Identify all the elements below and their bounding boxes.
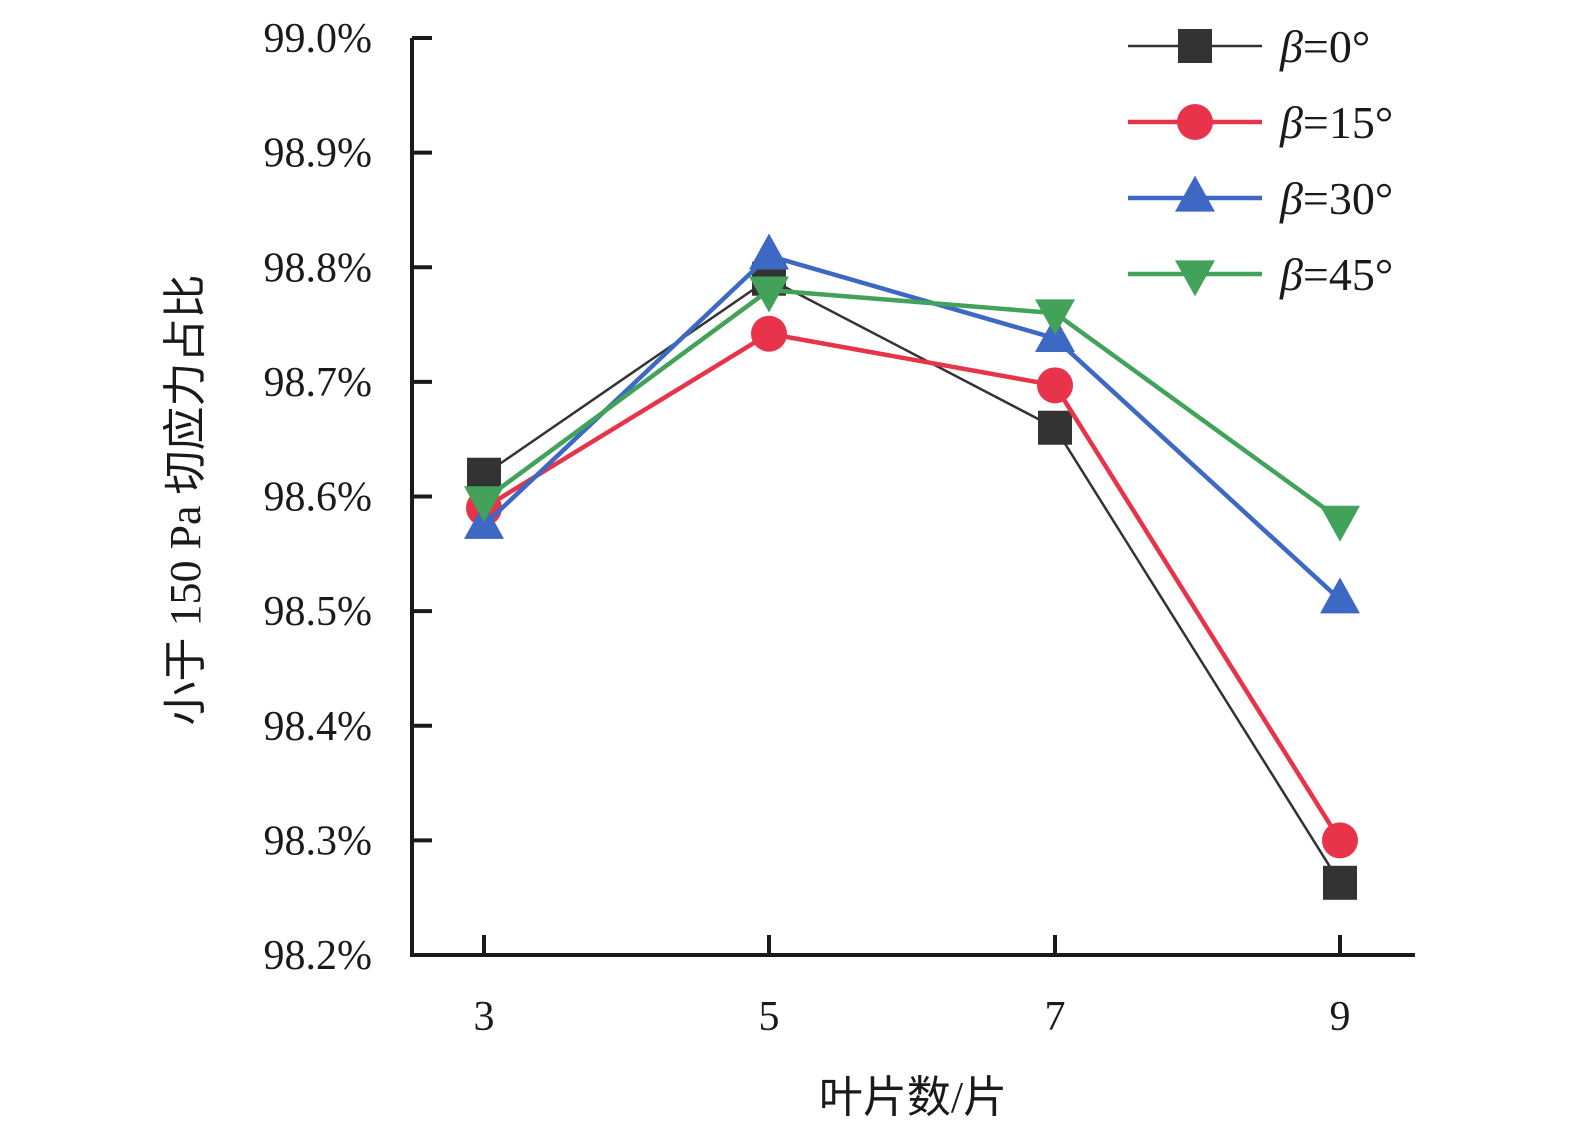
legend: β=0°β=15°β=30°β=45°	[1128, 21, 1393, 300]
legend-label: β=15°	[1279, 97, 1393, 148]
y-tick-label: 98.5%	[264, 589, 373, 635]
y-tick-label: 98.9%	[264, 131, 373, 177]
legend-label-value: =30°	[1303, 173, 1393, 224]
legend-marker	[1177, 104, 1213, 140]
axes: 98.2% 98.3% 98.4% 98.5% 98.6% 98.7% 98.8% 98.9%…	[264, 16, 1415, 1040]
data-point	[751, 315, 787, 352]
legend-label: β=0°	[1279, 21, 1370, 72]
legend-item: β=30°	[1128, 173, 1393, 224]
legend-item: β=0°	[1128, 21, 1370, 72]
data-point	[1320, 577, 1360, 614]
x-tick-label: 5	[759, 994, 780, 1040]
legend-label-value: =0°	[1303, 21, 1370, 72]
data-point	[1035, 299, 1075, 336]
y-tick-label: 98.8%	[264, 245, 373, 291]
series-line	[482, 287, 1342, 522]
x-tick-label: 3	[474, 994, 495, 1040]
x-axis-title: 叶片数/片	[819, 1073, 1007, 1122]
x-tick-label: 9	[1330, 994, 1351, 1040]
legend-label: β=30°	[1279, 173, 1393, 224]
data-point	[1037, 367, 1073, 404]
legend-label-symbol: β	[1279, 249, 1303, 300]
y-tick-label: 99.0%	[264, 16, 373, 62]
legend-label: β=45°	[1279, 249, 1393, 300]
legend-label-symbol: β	[1279, 173, 1303, 224]
data-point	[1038, 410, 1072, 445]
data-point	[1320, 505, 1360, 542]
series-line	[482, 331, 1342, 842]
series-2	[464, 233, 1360, 614]
y-tick-label: 98.3%	[264, 818, 373, 864]
legend-label-symbol: β	[1279, 21, 1303, 72]
y-tick-label: 98.2%	[264, 933, 373, 979]
legend-label-value: =15°	[1303, 97, 1393, 148]
y-axis-title: 小于 150 Pa 切应力占比	[161, 275, 210, 726]
data-point	[749, 233, 789, 270]
series-layer	[464, 233, 1360, 900]
data-point	[464, 486, 504, 523]
legend-label-symbol: β	[1279, 97, 1303, 148]
data-point	[467, 457, 501, 492]
data-point	[1323, 865, 1357, 900]
series-line	[483, 277, 1342, 884]
y-tick-label: 98.4%	[264, 704, 373, 750]
x-tick-label: 7	[1045, 994, 1066, 1040]
series-line	[482, 253, 1342, 602]
legend-label-value: =45°	[1303, 249, 1393, 300]
legend-item: β=45°	[1128, 249, 1393, 300]
y-tick-label: 98.6%	[264, 475, 373, 521]
data-point	[749, 276, 789, 313]
legend-item: β=15°	[1128, 97, 1393, 148]
legend-marker	[1175, 260, 1215, 297]
y-tick-label: 98.7%	[264, 360, 373, 406]
series-3	[464, 276, 1360, 542]
series-1	[466, 315, 1358, 859]
data-point	[1322, 822, 1358, 859]
legend-marker	[1178, 29, 1212, 63]
legend-marker	[1175, 175, 1215, 212]
